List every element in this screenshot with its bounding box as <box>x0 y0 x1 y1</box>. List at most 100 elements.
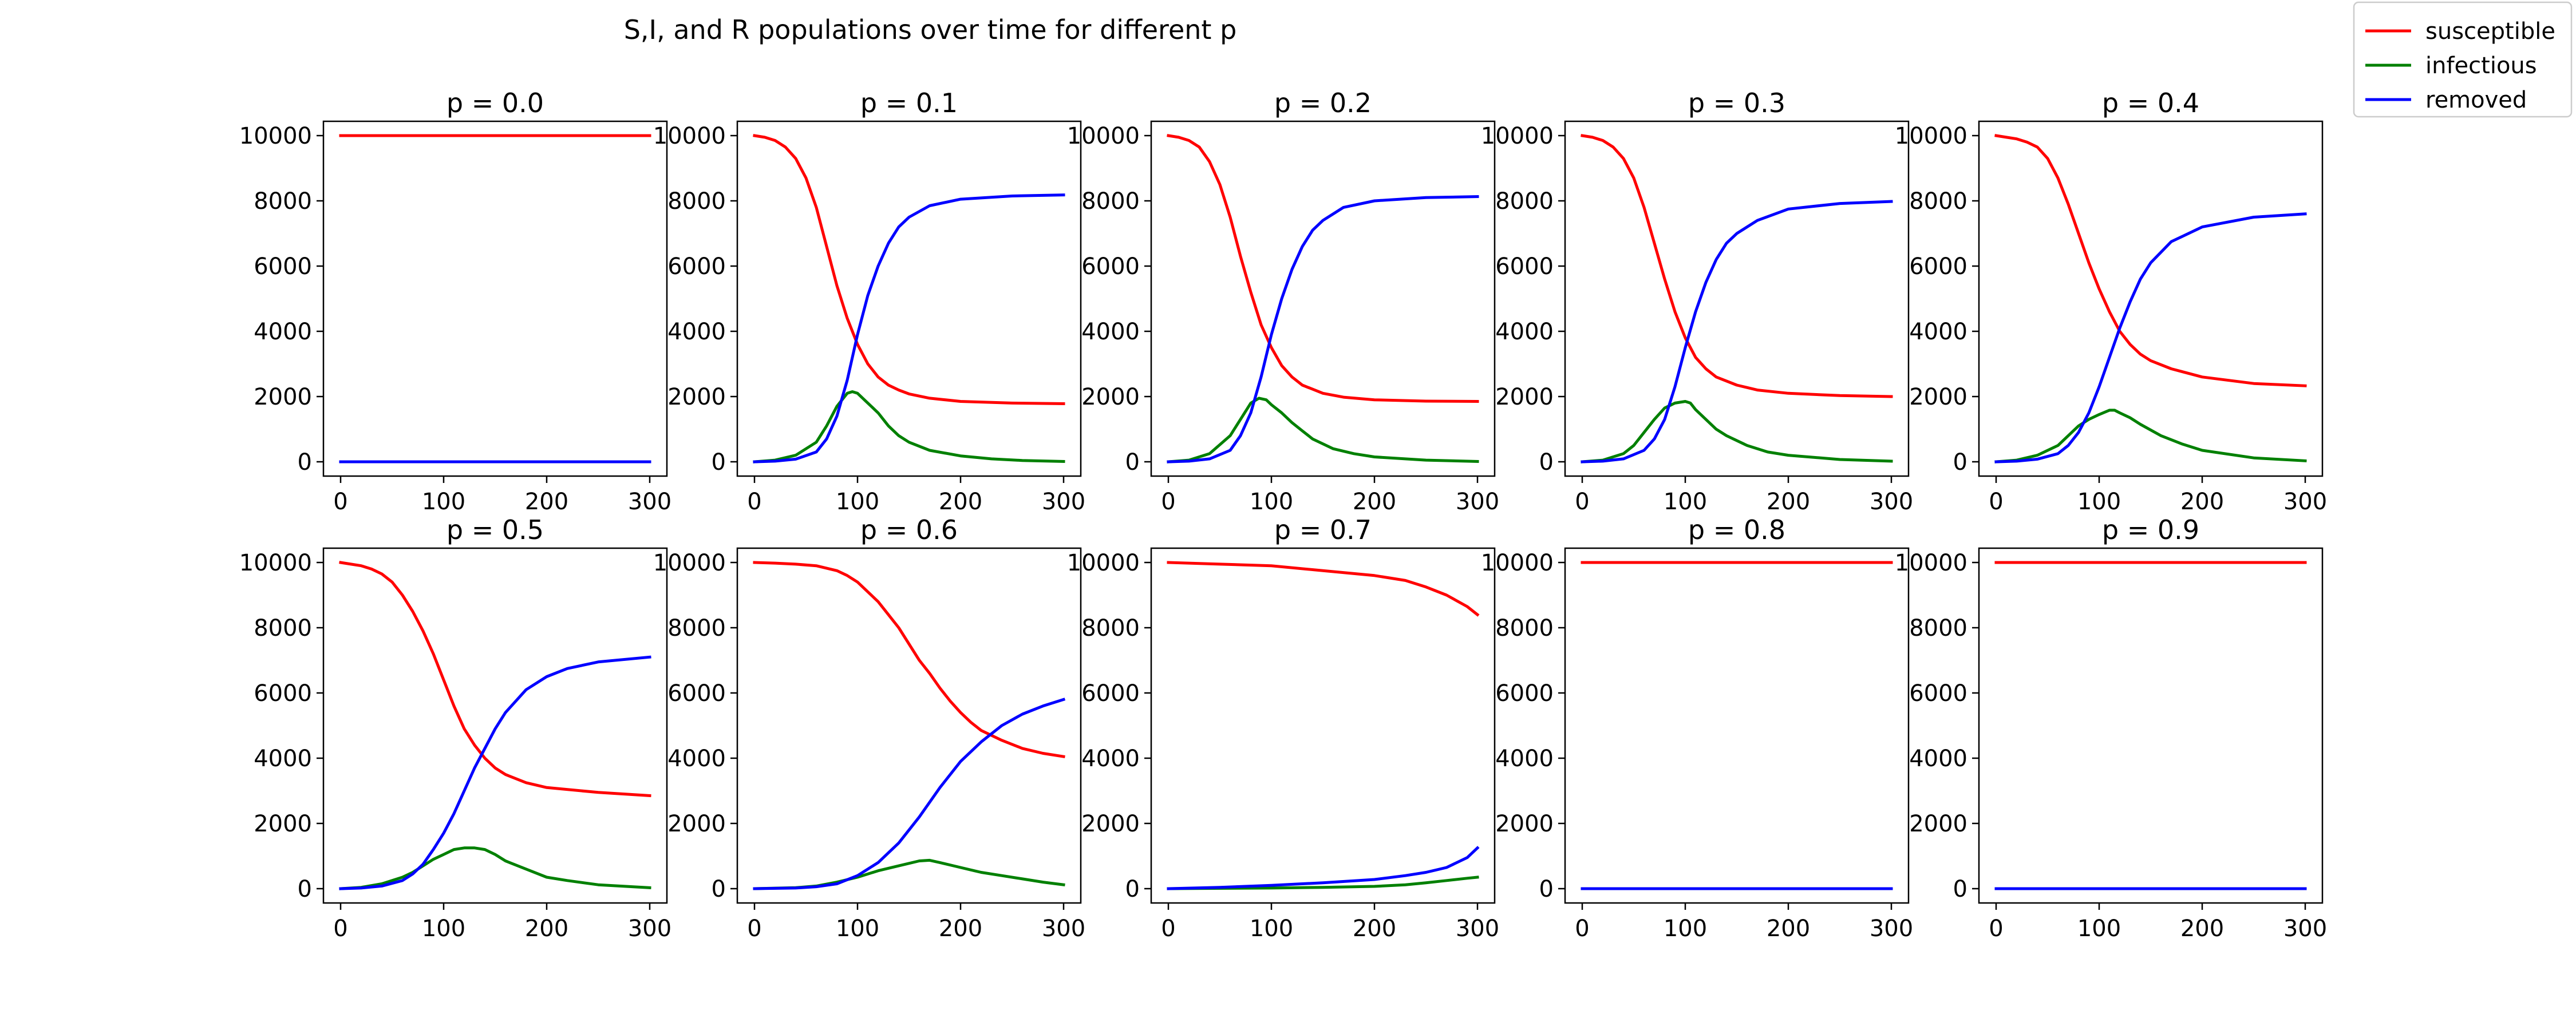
x-tick-label: 200 <box>525 916 568 942</box>
series-line-susceptible <box>753 561 1065 759</box>
x-tick-label: 300 <box>1456 489 1499 515</box>
subplot-title: p = 0.4 <box>2102 88 2199 118</box>
y-tick-label: 6000 <box>1081 680 1140 707</box>
x-tick-label: 100 <box>2077 489 2121 515</box>
y-tick-label: 6000 <box>254 253 312 280</box>
axes-frame <box>322 547 668 904</box>
y-tick-label: 0 <box>712 449 726 476</box>
series-line-infectious <box>339 846 651 890</box>
subplot-7: p = 0.7 0 100 200 300 0 2000 4000 6000 8000 10000 <box>1067 514 1499 942</box>
y-tick-label: 10000 <box>1895 550 1967 576</box>
subplot-title: p = 0.0 <box>447 88 544 118</box>
y-tick-label: 0 <box>298 449 312 476</box>
series-line-susceptible <box>753 134 1065 406</box>
y-tick-label: 2000 <box>1909 811 1967 837</box>
axes-frame <box>1150 120 1496 477</box>
y-tick-label: 8000 <box>254 615 312 641</box>
subplot-title: p = 0.9 <box>2102 514 2199 545</box>
y-tick-label: 8000 <box>1495 188 1554 215</box>
series-line-removed <box>339 655 651 890</box>
series-line-infectious <box>1994 409 2307 464</box>
x-tick-label: 300 <box>1456 916 1499 942</box>
y-tick-label: 2000 <box>254 811 312 837</box>
x-tick-label: 100 <box>1664 489 1707 515</box>
y-tick-label: 8000 <box>1909 188 1967 215</box>
y-tick-label: 4000 <box>254 746 312 772</box>
y-tick-label: 4000 <box>667 319 726 345</box>
series-line-removed <box>1167 195 1479 464</box>
subplot-2: p = 0.2 0 100 200 300 0 2000 4000 6000 8000 10000 <box>1067 88 1499 515</box>
y-tick-label: 10000 <box>239 123 312 149</box>
y-tick-label: 10000 <box>1895 123 1967 149</box>
y-tick-label: 10000 <box>1481 550 1554 576</box>
x-tick-label: 100 <box>836 916 879 942</box>
y-tick-label: 2000 <box>254 384 312 410</box>
x-tick-label: 300 <box>1042 916 1085 942</box>
y-tick-label: 2000 <box>1081 811 1140 837</box>
x-tick-label: 100 <box>422 489 465 515</box>
x-tick-label: 300 <box>1870 916 1913 942</box>
y-tick-label: 4000 <box>1495 319 1554 345</box>
series-line-removed <box>1581 200 1893 464</box>
x-tick-label: 200 <box>525 489 568 515</box>
x-tick-label: 300 <box>628 916 671 942</box>
y-tick-label: 2000 <box>1909 384 1967 410</box>
y-tick-label: 6000 <box>667 680 726 707</box>
y-tick-label: 4000 <box>1909 746 1967 772</box>
y-tick-label: 4000 <box>1495 746 1554 772</box>
subplot-grid: p = 0.00 100 200 3000200040006000800010000p… <box>239 88 2327 942</box>
y-tick-label: 0 <box>1953 449 1967 476</box>
axes-frame <box>736 120 1082 477</box>
x-tick-label: 300 <box>1042 489 1085 515</box>
x-tick-label: 100 <box>836 489 879 515</box>
y-tick-label: 4000 <box>1909 319 1967 345</box>
y-tick-label: 0 <box>1125 876 1140 902</box>
y-tick-label: 0 <box>1953 876 1967 902</box>
y-tick-label: 2000 <box>667 811 726 837</box>
y-tick-label: 0 <box>1539 876 1554 902</box>
y-tick-label: 0 <box>1539 449 1554 476</box>
x-tick-label: 0 <box>1989 916 2003 942</box>
x-tick-label: 300 <box>2283 916 2327 942</box>
axes-frame <box>322 120 668 477</box>
subplot-title: p = 0.3 <box>1688 88 1785 118</box>
y-tick-label: 6000 <box>1909 253 1967 280</box>
series-line-infectious <box>1581 400 1893 464</box>
x-tick-label: 100 <box>1664 916 1707 942</box>
series-line-susceptible <box>339 561 651 798</box>
y-tick-label: 8000 <box>254 188 312 215</box>
y-tick-label: 0 <box>1125 449 1140 476</box>
series-line-susceptible <box>1167 561 1480 617</box>
x-tick-label: 200 <box>1767 916 1810 942</box>
axes-frame <box>1564 547 1910 904</box>
legend-label-susceptible: susceptible <box>2425 18 2555 45</box>
subplot-title: p = 0.8 <box>1688 514 1785 545</box>
y-tick-label: 2000 <box>1495 384 1554 410</box>
y-tick-label: 4000 <box>1081 319 1140 345</box>
y-tick-label: 6000 <box>1909 680 1967 707</box>
subplot-6: p = 0.6 0 100 200 300 0 2000 4000 6000 8000 10000 <box>653 514 1085 942</box>
x-tick-label: 100 <box>2077 916 2121 942</box>
x-tick-label: 300 <box>1870 489 1913 515</box>
subplot-title: p = 0.2 <box>1274 88 1372 118</box>
series-line-susceptible <box>1167 134 1479 403</box>
y-tick-label: 8000 <box>667 615 726 641</box>
y-tick-label: 6000 <box>1495 253 1554 280</box>
x-tick-label: 200 <box>939 916 982 942</box>
subplot-title: p = 0.1 <box>860 88 958 118</box>
y-tick-label: 10000 <box>1067 123 1140 149</box>
y-tick-label: 10000 <box>653 550 726 576</box>
x-tick-label: 200 <box>1767 489 1810 515</box>
x-tick-label: 0 <box>1989 489 2003 515</box>
y-tick-label: 0 <box>712 876 726 902</box>
x-tick-label: 200 <box>1353 489 1396 515</box>
series-line-removed <box>753 193 1065 464</box>
y-tick-label: 0 <box>298 876 312 902</box>
y-tick-label: 6000 <box>254 680 312 707</box>
series-line-infectious <box>753 390 1065 464</box>
x-tick-label: 0 <box>333 916 347 942</box>
y-tick-label: 10000 <box>239 550 312 576</box>
subplot-title: p = 0.6 <box>860 514 958 545</box>
subplot-9: p = 0.9 0 100 200 300 0 2000 4000 6000 8000 10000 <box>1895 514 2327 942</box>
